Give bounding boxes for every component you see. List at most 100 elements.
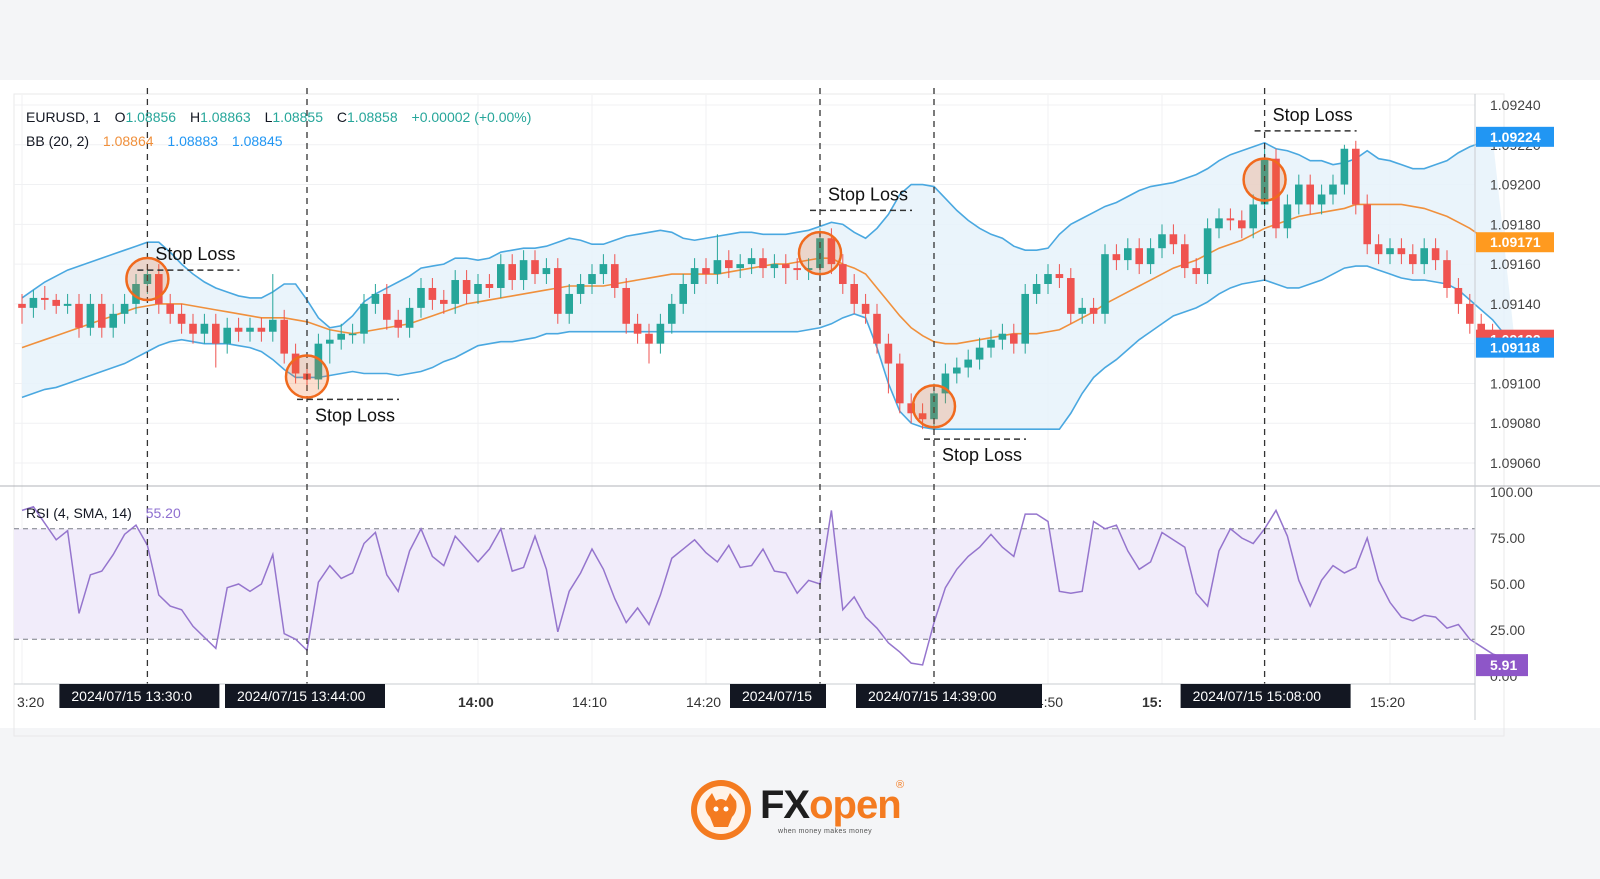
- candle-bull[interactable]: [713, 260, 722, 275]
- candle-bear[interactable]: [1443, 260, 1451, 288]
- candle-bear[interactable]: [1431, 248, 1440, 261]
- candle-bear[interactable]: [884, 343, 893, 364]
- candle-bear[interactable]: [166, 303, 174, 314]
- candle-bear[interactable]: [1374, 244, 1383, 255]
- candle-bull[interactable]: [1101, 254, 1109, 314]
- candle-bear[interactable]: [782, 264, 790, 269]
- candle-bull[interactable]: [132, 284, 140, 304]
- candle-bull[interactable]: [360, 303, 368, 334]
- candle-bear[interactable]: [1067, 278, 1075, 314]
- candle-bull[interactable]: [63, 303, 72, 306]
- candle-bear[interactable]: [896, 363, 904, 404]
- candle-bull[interactable]: [576, 284, 585, 294]
- candle-bull[interactable]: [86, 303, 95, 328]
- candle-bull[interactable]: [690, 268, 699, 284]
- candle-bear[interactable]: [1169, 234, 1178, 245]
- candle-bull[interactable]: [1317, 194, 1326, 205]
- candle-bull[interactable]: [29, 297, 38, 308]
- candle-bear[interactable]: [98, 303, 106, 328]
- candle-bear[interactable]: [462, 280, 471, 294]
- candle-bull[interactable]: [497, 264, 505, 288]
- candle-bear[interactable]: [52, 299, 60, 306]
- rsi-indicator-label[interactable]: RSI (4, SMA, 14): [26, 505, 132, 521]
- time-marker-box[interactable]: [59, 684, 220, 708]
- candle-bull[interactable]: [770, 264, 779, 269]
- candle-bull[interactable]: [1032, 284, 1041, 294]
- candle-bear[interactable]: [485, 284, 494, 288]
- candle-bear[interactable]: [1135, 248, 1143, 265]
- candle-bull[interactable]: [1044, 274, 1052, 284]
- candle-bear[interactable]: [633, 323, 642, 334]
- candle-bull[interactable]: [337, 333, 345, 340]
- candle-bear[interactable]: [531, 260, 539, 275]
- candle-bull[interactable]: [246, 327, 254, 332]
- candle-bear[interactable]: [1055, 274, 1064, 279]
- candle-bear[interactable]: [291, 353, 300, 374]
- candle-bull[interactable]: [200, 323, 209, 334]
- candle-bear[interactable]: [873, 313, 881, 344]
- candle-bull[interactable]: [1215, 218, 1223, 229]
- candle-bull[interactable]: [348, 333, 357, 336]
- candle-bear[interactable]: [611, 264, 619, 288]
- price-badge[interactable]: [1476, 126, 1554, 147]
- candle-bull[interactable]: [804, 268, 813, 271]
- signal-circle[interactable]: [1242, 157, 1287, 202]
- candle-bear[interactable]: [554, 268, 562, 314]
- candle-bull[interactable]: [656, 323, 665, 344]
- candle-bear[interactable]: [1272, 158, 1280, 229]
- candle-bear[interactable]: [1181, 244, 1189, 269]
- candle-bull[interactable]: [599, 264, 608, 275]
- price-badge[interactable]: [1476, 337, 1554, 358]
- candle-bear[interactable]: [1010, 333, 1018, 344]
- candle-bear[interactable]: [234, 327, 243, 332]
- candle-bear[interactable]: [189, 323, 197, 334]
- candle-bull[interactable]: [588, 274, 596, 284]
- candle-bear[interactable]: [508, 264, 516, 281]
- candle-bull[interactable]: [223, 327, 231, 344]
- candle-bear[interactable]: [827, 238, 836, 265]
- candle-bear[interactable]: [177, 313, 186, 324]
- candle-bull[interactable]: [1295, 184, 1303, 205]
- candle-bear[interactable]: [622, 287, 630, 324]
- candle-bull[interactable]: [371, 293, 380, 304]
- candle-bull[interactable]: [736, 264, 744, 269]
- candle-bull[interactable]: [269, 319, 277, 332]
- candle-bear[interactable]: [75, 303, 83, 328]
- candle-bear[interactable]: [793, 268, 801, 271]
- signal-circle[interactable]: [797, 230, 843, 276]
- candle-bear[interactable]: [1192, 268, 1200, 275]
- candle-bull[interactable]: [474, 284, 482, 294]
- candle-bull[interactable]: [519, 260, 528, 281]
- candle-bear[interactable]: [702, 268, 710, 275]
- candle-bear[interactable]: [1226, 218, 1235, 221]
- candle-bull[interactable]: [1340, 148, 1349, 185]
- candle-bull[interactable]: [1283, 204, 1292, 229]
- candle-bull[interactable]: [326, 339, 334, 344]
- candle-bull[interactable]: [542, 268, 551, 275]
- fxopen-logo[interactable]: FXopen ® when money makes money: [688, 775, 928, 845]
- candle-bear[interactable]: [1238, 220, 1246, 229]
- signal-circle[interactable]: [911, 384, 957, 429]
- candle-bear[interactable]: [155, 274, 163, 304]
- candle-bull[interactable]: [941, 373, 950, 394]
- candle-bear[interactable]: [383, 293, 391, 320]
- candle-bull[interactable]: [1021, 293, 1029, 344]
- candle-bear[interactable]: [1089, 307, 1098, 314]
- rsi-badge[interactable]: [1476, 654, 1528, 677]
- candle-bull[interactable]: [679, 284, 687, 304]
- candle-bull[interactable]: [1420, 248, 1428, 265]
- signal-circle[interactable]: [125, 256, 170, 302]
- candle-bear[interactable]: [394, 319, 402, 328]
- candle-bear[interactable]: [1454, 287, 1463, 304]
- candle-bear[interactable]: [725, 260, 733, 269]
- time-marker-box[interactable]: [730, 684, 826, 708]
- candle-bear[interactable]: [1466, 303, 1474, 324]
- candle-bull[interactable]: [451, 280, 459, 304]
- candle-bull[interactable]: [314, 343, 323, 380]
- candle-bull[interactable]: [565, 293, 573, 314]
- candle-bear[interactable]: [1363, 204, 1371, 245]
- candle-bear[interactable]: [1409, 254, 1417, 265]
- candle-bull[interactable]: [1124, 248, 1132, 261]
- candle-bull[interactable]: [417, 287, 425, 308]
- candle-bull[interactable]: [975, 347, 984, 360]
